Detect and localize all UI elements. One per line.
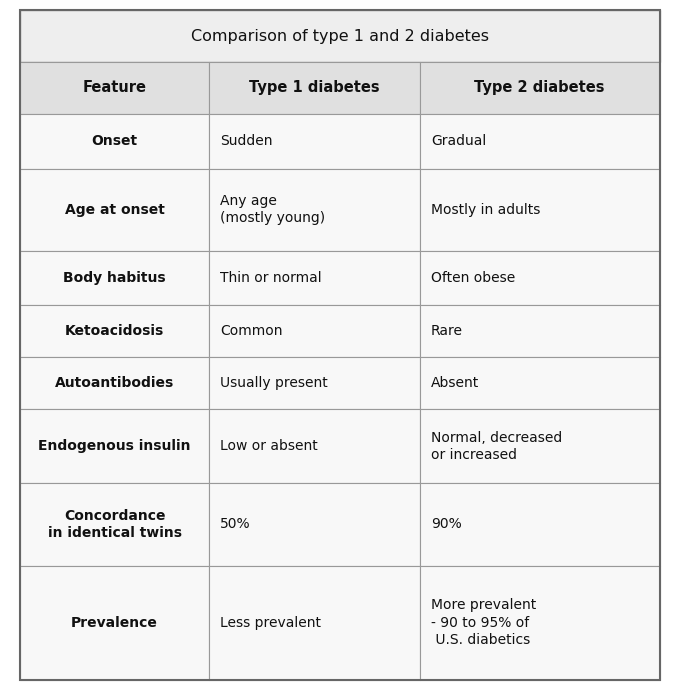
Text: Onset: Onset (92, 134, 138, 148)
Text: Less prevalent: Less prevalent (220, 615, 321, 629)
Bar (209, 357, 420, 409)
Text: Prevalence: Prevalence (71, 615, 158, 629)
Bar (420, 409, 660, 484)
Text: Absent: Absent (431, 376, 479, 390)
Text: Type 1 diabetes: Type 1 diabetes (249, 81, 379, 95)
Text: 50%: 50% (220, 518, 250, 531)
Bar (420, 62, 660, 114)
Text: Thin or normal: Thin or normal (220, 271, 322, 285)
Bar (420, 114, 660, 168)
Bar (209, 409, 420, 484)
Bar (209, 306, 420, 357)
Text: Any age
(mostly young): Any age (mostly young) (220, 194, 325, 225)
Bar (209, 484, 420, 566)
Bar (209, 250, 420, 306)
Text: Feature: Feature (83, 81, 147, 95)
Bar (20, 168, 209, 250)
Text: 90%: 90% (431, 518, 462, 531)
Text: Usually present: Usually present (220, 376, 328, 390)
Text: Ketoacidosis: Ketoacidosis (65, 324, 165, 338)
Bar (420, 306, 660, 357)
Text: Often obese: Often obese (431, 271, 515, 285)
Bar (209, 566, 420, 680)
Bar (420, 484, 660, 566)
Text: Age at onset: Age at onset (65, 203, 165, 217)
Bar (20, 62, 209, 114)
Text: Autoantibodies: Autoantibodies (55, 376, 174, 390)
Text: Gradual: Gradual (431, 134, 486, 148)
Text: Body habitus: Body habitus (63, 271, 166, 285)
Text: Common: Common (220, 324, 282, 338)
Text: Rare: Rare (431, 324, 463, 338)
Text: More prevalent
- 90 to 95% of
 U.S. diabetics: More prevalent - 90 to 95% of U.S. diabe… (431, 598, 536, 647)
Text: Comparison of type 1 and 2 diabetes: Comparison of type 1 and 2 diabetes (191, 29, 489, 43)
Bar (209, 168, 420, 250)
Text: Mostly in adults: Mostly in adults (431, 203, 540, 217)
Text: Endogenous insulin: Endogenous insulin (39, 439, 191, 453)
Text: Normal, decreased
or increased: Normal, decreased or increased (431, 431, 562, 462)
Bar (420, 168, 660, 250)
Bar (20, 10, 660, 62)
Text: Low or absent: Low or absent (220, 439, 318, 453)
Bar (20, 114, 209, 168)
Bar (20, 357, 209, 409)
Text: Sudden: Sudden (220, 134, 273, 148)
Bar (209, 62, 420, 114)
Bar (20, 250, 209, 306)
Bar (420, 357, 660, 409)
Bar (20, 306, 209, 357)
Text: Concordance
in identical twins: Concordance in identical twins (48, 509, 182, 540)
Bar (20, 566, 209, 680)
Bar (209, 114, 420, 168)
Bar (420, 250, 660, 306)
Text: Type 2 diabetes: Type 2 diabetes (475, 81, 605, 95)
Bar (20, 409, 209, 484)
Bar (20, 484, 209, 566)
Bar (420, 566, 660, 680)
